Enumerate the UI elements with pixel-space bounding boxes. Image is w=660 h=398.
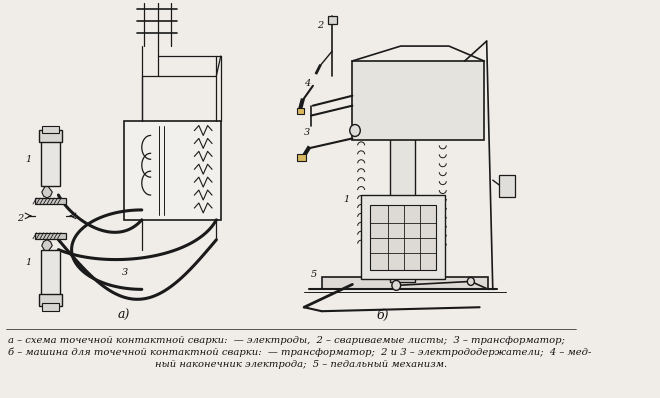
Text: а): а) bbox=[118, 309, 131, 322]
Bar bbox=[328, 16, 337, 24]
Text: 2: 2 bbox=[317, 21, 323, 30]
Bar bbox=[370, 205, 436, 269]
Bar bbox=[297, 154, 306, 161]
Polygon shape bbox=[42, 240, 52, 252]
Bar bbox=[39, 131, 62, 142]
Ellipse shape bbox=[467, 277, 475, 285]
Bar bbox=[35, 233, 66, 239]
Bar bbox=[42, 303, 59, 311]
Bar bbox=[352, 61, 484, 140]
Text: 1: 1 bbox=[25, 155, 31, 164]
Text: 5: 5 bbox=[311, 269, 317, 279]
Text: б): б) bbox=[377, 309, 389, 322]
Bar bbox=[321, 277, 488, 289]
Text: 2: 2 bbox=[17, 214, 24, 223]
Bar bbox=[361, 195, 445, 279]
Bar bbox=[390, 139, 414, 283]
Text: ный наконечник электрода;  5 – педальный механизм.: ный наконечник электрода; 5 – педальный … bbox=[155, 360, 447, 369]
Ellipse shape bbox=[392, 281, 401, 291]
Bar bbox=[42, 125, 59, 133]
Bar bbox=[41, 250, 60, 297]
Bar bbox=[297, 107, 304, 113]
Bar bbox=[39, 295, 62, 306]
Polygon shape bbox=[42, 186, 52, 198]
Bar bbox=[124, 121, 220, 220]
Bar bbox=[35, 198, 66, 204]
Text: б – машина для точечной контактной сварки:  — трансформатор;  2 и 3 – электродод: б – машина для точечной контактной сварк… bbox=[9, 348, 592, 357]
Bar bbox=[499, 175, 515, 197]
Text: 3: 3 bbox=[304, 129, 310, 137]
Text: а – схема точечной контактной сварки:  — электроды,  2 – свариваемые листы;  3 –: а – схема точечной контактной сварки: — … bbox=[9, 336, 565, 345]
Text: 4: 4 bbox=[304, 79, 310, 88]
Text: 3: 3 bbox=[121, 267, 128, 277]
Text: 1: 1 bbox=[25, 258, 31, 267]
Bar bbox=[41, 139, 60, 186]
Ellipse shape bbox=[350, 125, 360, 137]
Text: 1: 1 bbox=[344, 195, 350, 204]
